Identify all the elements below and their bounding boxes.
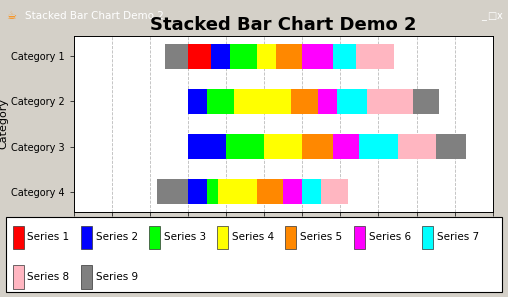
Bar [81,225,92,249]
Bar [157,179,188,204]
Bar [321,179,348,204]
Bar [336,89,367,114]
Bar [354,225,365,249]
Text: Series 2: Series 2 [96,232,138,242]
Bar [359,134,397,159]
Text: _: _ [481,11,486,20]
Text: Series 1: Series 1 [27,232,70,242]
Bar [367,89,412,114]
Bar [333,134,360,159]
Bar [302,179,321,204]
Bar [13,225,23,249]
Bar [207,89,234,114]
Bar [188,44,211,69]
Bar [207,179,218,204]
Bar [217,225,228,249]
Text: Series 9: Series 9 [96,272,138,282]
Bar [291,89,318,114]
Bar [234,89,291,114]
Bar [356,44,394,69]
Text: Series 4: Series 4 [232,232,274,242]
Bar [422,225,433,249]
Text: Series 6: Series 6 [368,232,410,242]
Bar [283,179,302,204]
Text: Series 8: Series 8 [27,272,70,282]
Bar [188,179,207,204]
Bar [165,44,188,69]
Bar [333,44,356,69]
Bar [285,225,296,249]
Text: □: □ [487,11,496,20]
Bar [13,265,23,288]
Bar [275,44,302,69]
Bar [230,44,257,69]
Text: x: x [497,11,503,20]
Bar [257,44,275,69]
Bar [226,134,264,159]
Bar [318,89,336,114]
Text: Stacked Bar Chart Demo 2: Stacked Bar Chart Demo 2 [25,11,164,20]
Text: Series 5: Series 5 [300,232,342,242]
Bar [436,134,466,159]
Title: Stacked Bar Chart Demo 2: Stacked Bar Chart Demo 2 [150,16,417,34]
Bar [264,134,302,159]
Bar [397,134,436,159]
FancyBboxPatch shape [6,217,502,293]
Text: Series 3: Series 3 [164,232,206,242]
Y-axis label: Category: Category [0,99,8,149]
Bar [302,44,333,69]
Bar [218,179,257,204]
X-axis label: Value: Value [268,234,299,244]
Bar [302,134,333,159]
Bar [149,225,160,249]
Bar [211,44,230,69]
Bar [257,179,283,204]
Text: ☕: ☕ [6,11,16,20]
Text: Series 7: Series 7 [437,232,479,242]
Bar [188,134,226,159]
Bar [81,265,92,288]
Bar [188,89,207,114]
Bar [412,89,439,114]
